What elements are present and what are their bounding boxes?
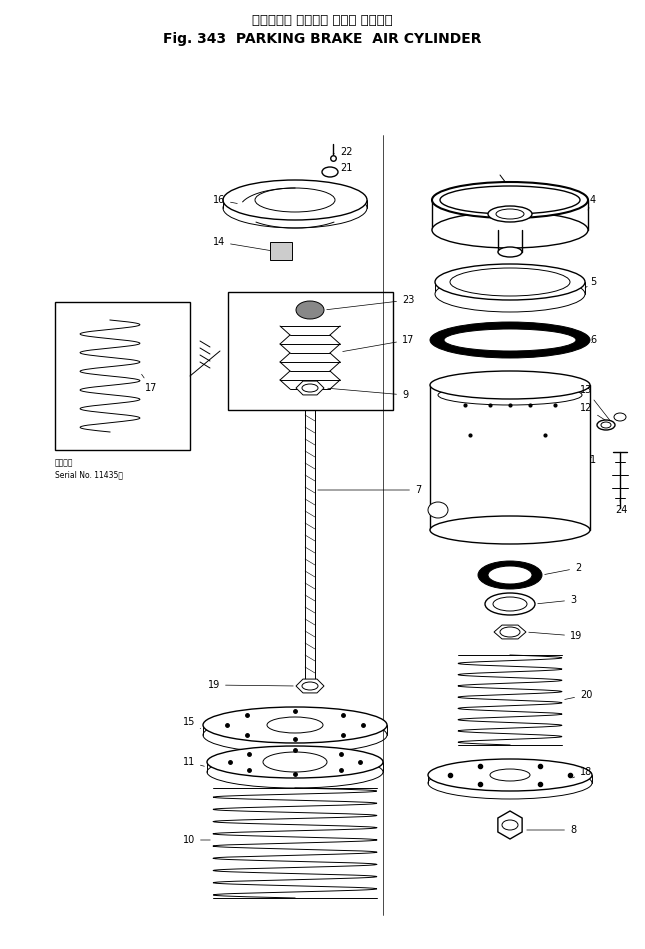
Ellipse shape <box>498 247 522 257</box>
Text: パーキング ブレーキ エアー シリンダ: パーキング ブレーキ エアー シリンダ <box>252 14 392 27</box>
Text: 6: 6 <box>590 335 596 345</box>
Text: Serial No. 11435～: Serial No. 11435～ <box>55 470 123 479</box>
Ellipse shape <box>428 759 592 791</box>
Text: 19: 19 <box>208 680 293 690</box>
Polygon shape <box>296 381 324 395</box>
Ellipse shape <box>302 682 318 690</box>
Ellipse shape <box>440 186 580 214</box>
Ellipse shape <box>302 384 318 392</box>
Text: 16: 16 <box>213 195 237 205</box>
Ellipse shape <box>430 516 590 544</box>
Ellipse shape <box>203 707 387 743</box>
Bar <box>270 242 292 260</box>
Ellipse shape <box>223 180 367 220</box>
Text: 17: 17 <box>342 335 414 351</box>
Text: 22: 22 <box>333 147 353 157</box>
Ellipse shape <box>500 627 520 637</box>
Ellipse shape <box>493 597 527 611</box>
Ellipse shape <box>322 167 338 177</box>
Ellipse shape <box>502 820 518 830</box>
Bar <box>55 302 190 450</box>
Text: 9: 9 <box>328 388 408 400</box>
Ellipse shape <box>203 717 387 753</box>
Text: 3: 3 <box>538 595 576 605</box>
Ellipse shape <box>614 413 626 421</box>
Ellipse shape <box>488 206 532 222</box>
Ellipse shape <box>428 502 448 518</box>
Text: 7: 7 <box>318 485 421 495</box>
Text: 11: 11 <box>183 757 204 767</box>
Ellipse shape <box>435 276 585 312</box>
Ellipse shape <box>496 209 524 219</box>
Text: 8: 8 <box>527 825 576 835</box>
Ellipse shape <box>207 746 383 778</box>
Ellipse shape <box>430 371 590 399</box>
Text: 2: 2 <box>545 563 581 574</box>
Ellipse shape <box>430 322 590 358</box>
Text: 19: 19 <box>529 631 582 641</box>
Text: 21: 21 <box>333 163 352 173</box>
Ellipse shape <box>490 769 530 781</box>
Text: 適用号等: 適用号等 <box>55 458 74 467</box>
Text: 18: 18 <box>573 767 592 778</box>
Ellipse shape <box>478 561 542 589</box>
Ellipse shape <box>435 264 585 300</box>
Text: 12: 12 <box>580 403 613 425</box>
Ellipse shape <box>597 420 615 430</box>
Ellipse shape <box>438 385 582 405</box>
Ellipse shape <box>450 268 570 296</box>
Text: 13: 13 <box>580 385 610 420</box>
Text: 10: 10 <box>183 835 210 845</box>
Text: 20: 20 <box>565 690 592 700</box>
Ellipse shape <box>263 752 327 772</box>
Bar <box>228 292 393 410</box>
Ellipse shape <box>255 188 335 212</box>
Text: 23: 23 <box>327 295 414 309</box>
Text: 24: 24 <box>615 500 628 515</box>
Ellipse shape <box>485 593 535 615</box>
Text: 14: 14 <box>213 237 270 251</box>
Text: Fig. 343  PARKING BRAKE  AIR CYLINDER: Fig. 343 PARKING BRAKE AIR CYLINDER <box>163 32 481 46</box>
Ellipse shape <box>223 188 367 228</box>
Polygon shape <box>296 679 324 693</box>
Ellipse shape <box>207 756 383 788</box>
Ellipse shape <box>488 566 532 584</box>
Text: 4: 4 <box>588 195 596 210</box>
Ellipse shape <box>432 212 588 248</box>
Text: 17: 17 <box>142 374 157 393</box>
Ellipse shape <box>444 329 576 351</box>
Ellipse shape <box>296 301 324 319</box>
Ellipse shape <box>267 717 323 733</box>
Text: 1: 1 <box>590 455 596 465</box>
Ellipse shape <box>601 422 611 428</box>
Text: 15: 15 <box>183 717 201 729</box>
Polygon shape <box>494 625 526 639</box>
Text: 5: 5 <box>585 277 596 288</box>
Ellipse shape <box>428 767 592 799</box>
Ellipse shape <box>432 182 588 218</box>
